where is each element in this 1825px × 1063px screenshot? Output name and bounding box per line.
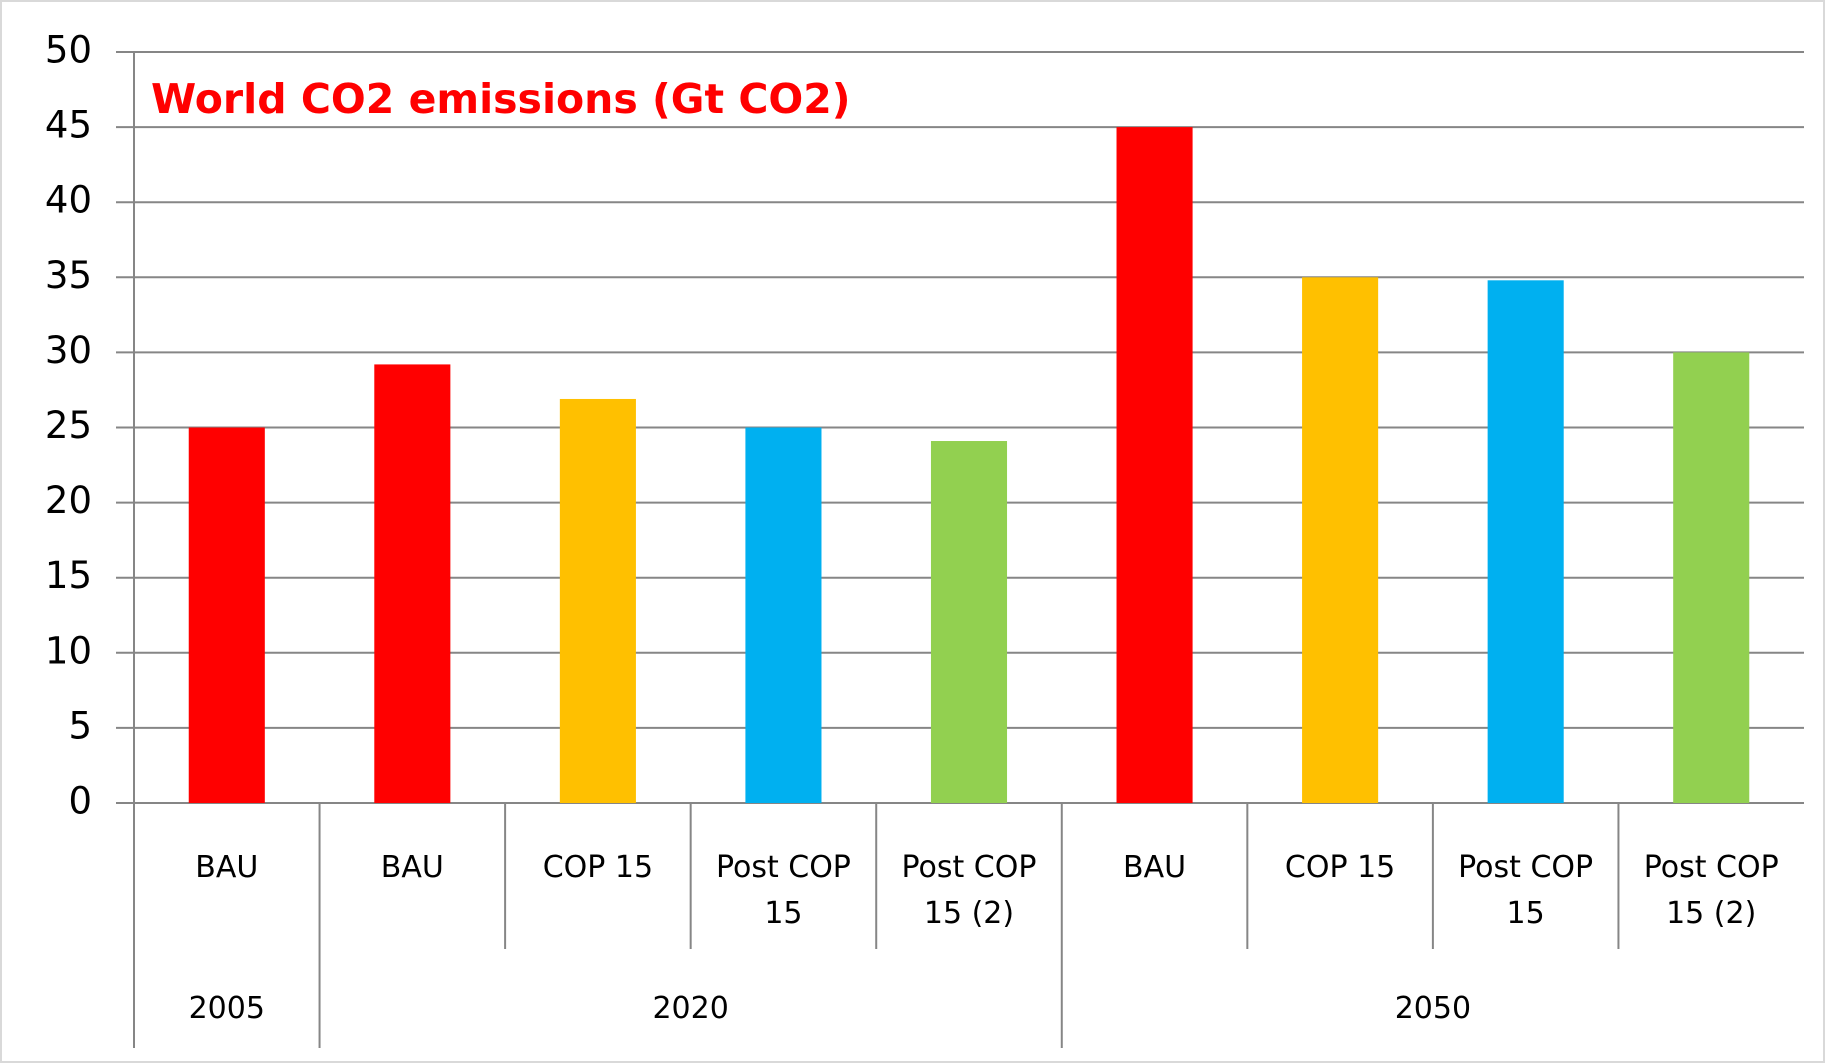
group-label: 2050 — [1394, 991, 1472, 1026]
x-tick-label: Post COP 15 — [715, 850, 851, 931]
y-tick-label: 10 — [45, 629, 92, 672]
bar — [188, 427, 265, 803]
bar — [930, 441, 1008, 803]
y-tick-label: 20 — [45, 479, 92, 522]
y-tick-label: 15 — [45, 554, 92, 597]
x-tick-label: BAU — [195, 850, 259, 885]
bar — [1116, 127, 1193, 804]
x-tick-label: COP 15 — [542, 850, 654, 885]
y-tick-label: 5 — [68, 704, 92, 747]
bar — [1673, 352, 1750, 803]
group-label: 2005 — [188, 991, 265, 1026]
x-tick-label: Post COP 15 (2) — [1643, 850, 1779, 931]
y-tick-label: 0 — [68, 780, 92, 823]
bar — [745, 427, 822, 803]
y-tick-label: 25 — [45, 404, 92, 447]
x-tick-label: Post COP 15 — [1458, 850, 1594, 931]
y-tick-label: 40 — [45, 179, 92, 222]
y-tick-label: 50 — [45, 29, 92, 72]
y-tick-label: 45 — [45, 104, 92, 147]
chart-title: World CO2 emissions (Gt CO2) — [151, 75, 851, 123]
bar — [559, 398, 636, 803]
bar — [374, 364, 451, 803]
x-tick-label: BAU — [380, 850, 444, 885]
x-tick-label: COP 15 — [1284, 850, 1396, 885]
y-tick-label: 35 — [45, 254, 92, 297]
bar — [1487, 280, 1564, 804]
x-tick-label: BAU — [1123, 850, 1187, 885]
y-tick-label: 30 — [45, 329, 92, 372]
x-tick-label: Post COP 15 (2) — [901, 850, 1037, 931]
group-label: 2020 — [652, 991, 729, 1026]
bar — [1302, 277, 1379, 803]
